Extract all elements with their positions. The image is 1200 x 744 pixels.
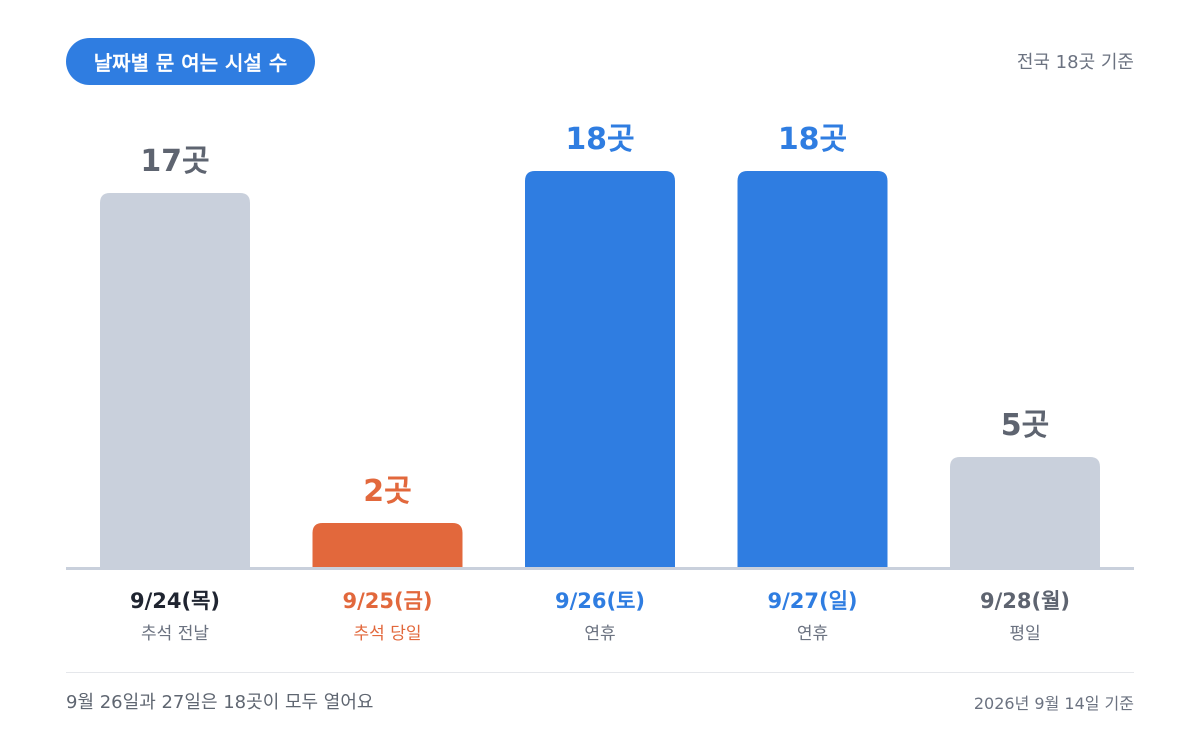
category-label: 9/25(금) (342, 589, 432, 613)
category-sublabel: 추석 당일 (354, 624, 422, 644)
value-label: 17곳 (140, 144, 209, 179)
category-sublabel: 연휴 (797, 624, 828, 644)
category-sublabel: 연휴 (584, 624, 615, 644)
value-label: 5곳 (1001, 408, 1049, 443)
category-label: 9/26(토) (555, 589, 645, 613)
bar (950, 457, 1100, 567)
footer-divider (66, 672, 1134, 673)
category-label: 9/27(일) (767, 589, 857, 613)
category-label: 9/24(목) (130, 589, 220, 613)
footer-note: 9월 26일과 27일은 18곳이 모두 열어요 (66, 692, 374, 713)
bar (100, 193, 250, 567)
category-sublabel: 추석 전날 (141, 624, 209, 644)
bar (525, 171, 675, 567)
value-label: 2곳 (363, 474, 411, 509)
category-label: 9/28(월) (980, 589, 1070, 613)
as-of-date: 2026년 9월 14일 기준 (973, 694, 1134, 713)
value-label: 18곳 (778, 122, 847, 157)
bar (737, 171, 888, 567)
category-sublabel: 평일 (1009, 624, 1040, 644)
chart-title-pill: 날짜별 문 여는 시설 수 (66, 38, 315, 85)
bar (312, 523, 463, 567)
total-facilities-note: 전국 18곳 기준 (1016, 52, 1134, 73)
x-axis-baseline (66, 567, 1134, 570)
value-label: 18곳 (565, 122, 634, 157)
